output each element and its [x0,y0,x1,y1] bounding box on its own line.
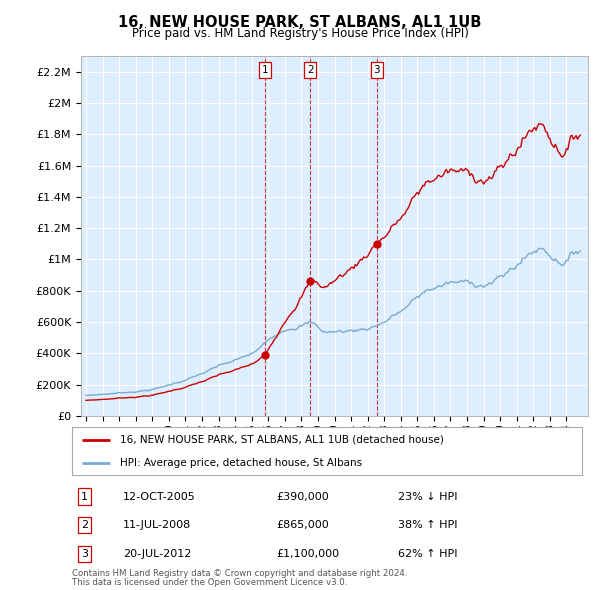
Text: £1,100,000: £1,100,000 [276,549,339,559]
Text: Contains HM Land Registry data © Crown copyright and database right 2024.: Contains HM Land Registry data © Crown c… [72,569,407,578]
Text: 23% ↓ HPI: 23% ↓ HPI [398,491,458,502]
Text: £390,000: £390,000 [276,491,329,502]
Text: HPI: Average price, detached house, St Albans: HPI: Average price, detached house, St A… [121,458,362,468]
Text: Price paid vs. HM Land Registry's House Price Index (HPI): Price paid vs. HM Land Registry's House … [131,27,469,40]
Text: 1: 1 [81,491,88,502]
Text: 38% ↑ HPI: 38% ↑ HPI [398,520,458,530]
Text: 12-OCT-2005: 12-OCT-2005 [123,491,196,502]
Text: £865,000: £865,000 [276,520,329,530]
Text: This data is licensed under the Open Government Licence v3.0.: This data is licensed under the Open Gov… [72,578,347,587]
Text: 2: 2 [81,520,88,530]
Text: 11-JUL-2008: 11-JUL-2008 [123,520,191,530]
Text: 20-JUL-2012: 20-JUL-2012 [123,549,191,559]
Text: 62% ↑ HPI: 62% ↑ HPI [398,549,458,559]
Text: 1: 1 [262,65,268,75]
Text: 2: 2 [307,65,313,75]
Text: 3: 3 [373,65,380,75]
Text: 16, NEW HOUSE PARK, ST ALBANS, AL1 1UB (detached house): 16, NEW HOUSE PARK, ST ALBANS, AL1 1UB (… [121,435,445,445]
Text: 16, NEW HOUSE PARK, ST ALBANS, AL1 1UB: 16, NEW HOUSE PARK, ST ALBANS, AL1 1UB [118,15,482,30]
Text: 3: 3 [81,549,88,559]
